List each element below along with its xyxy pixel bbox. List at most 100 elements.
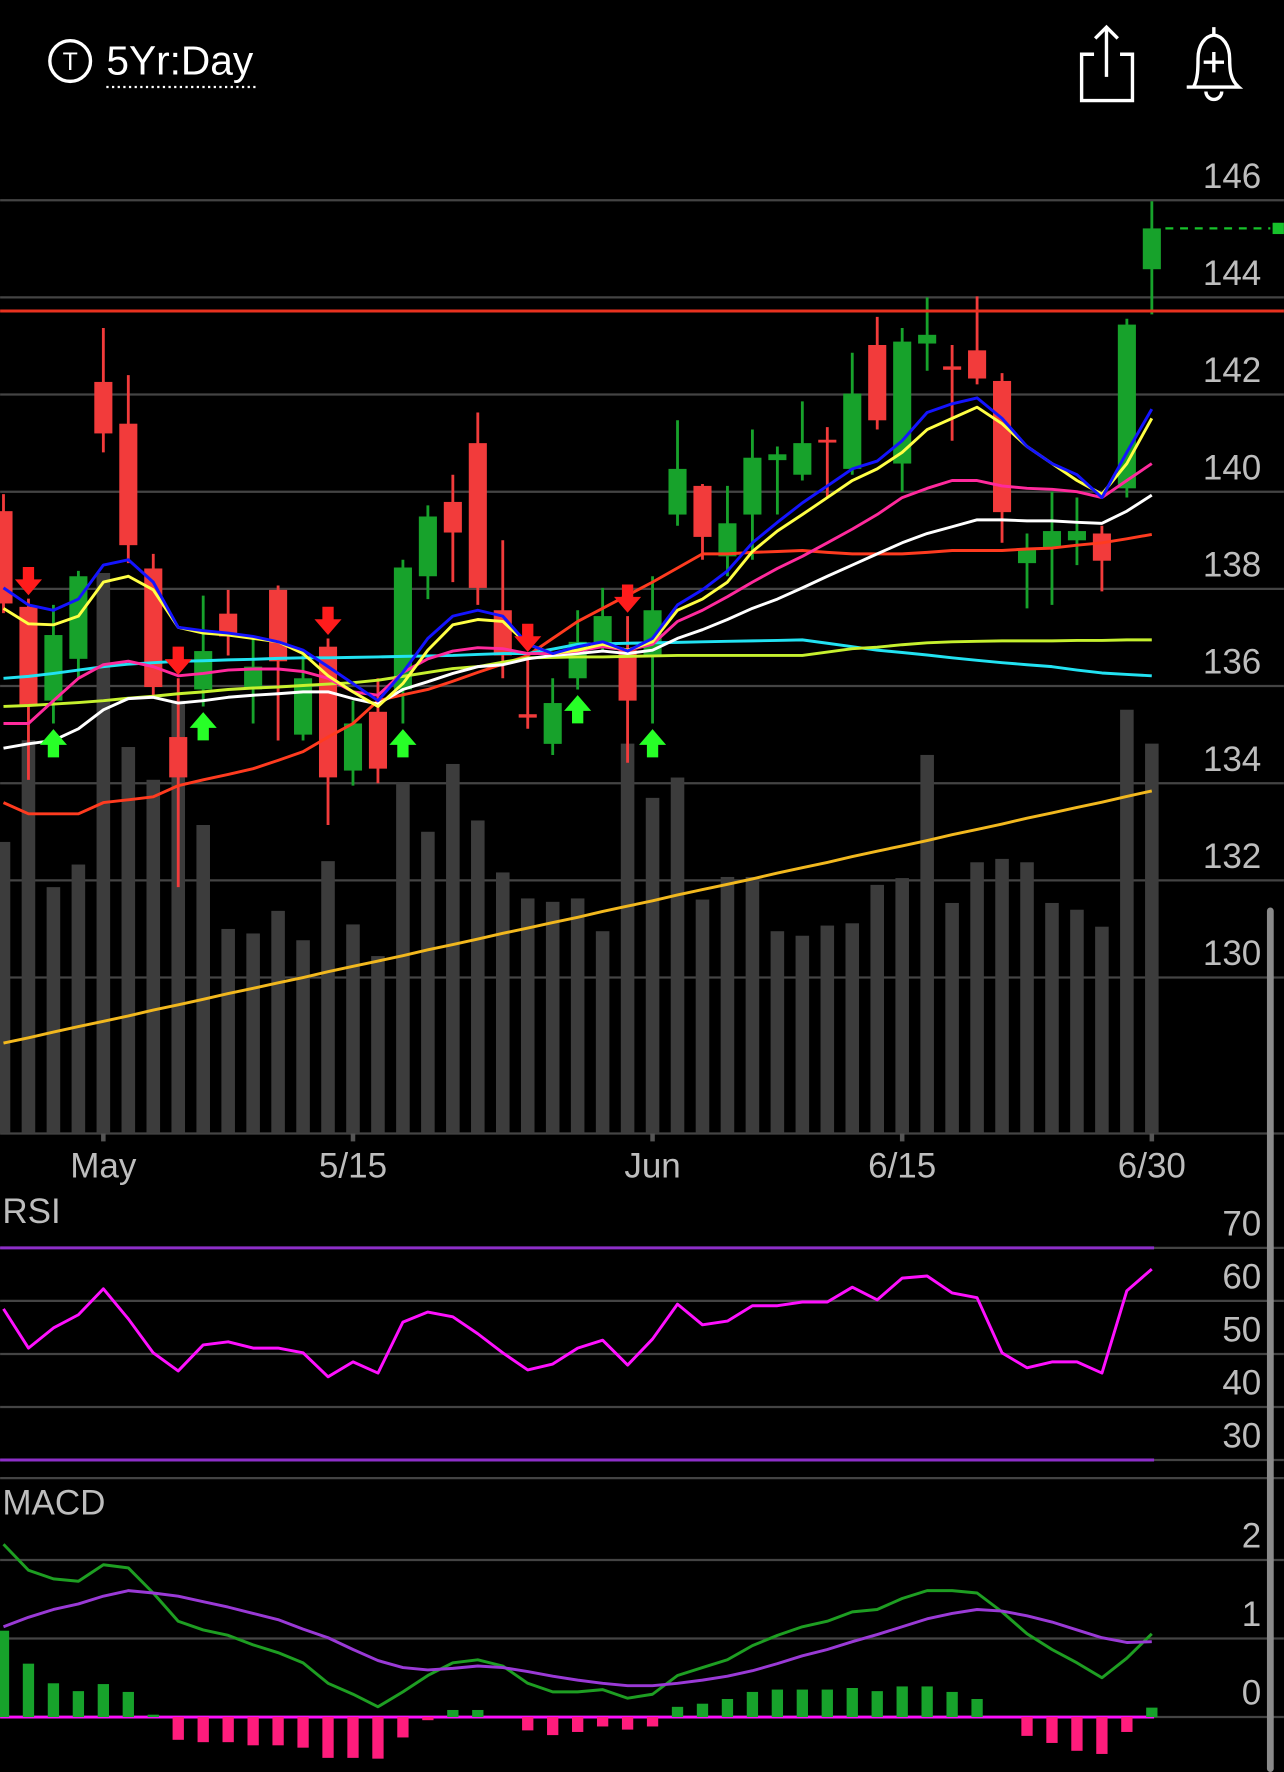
candle-body	[718, 523, 737, 557]
volume-bar	[1120, 709, 1134, 1134]
candle-body	[94, 381, 113, 434]
histogram-bar	[871, 1691, 883, 1718]
buy-arrow	[39, 729, 67, 758]
volume-bar	[570, 898, 585, 1134]
volume-bar	[371, 956, 385, 1134]
volume-bar	[1095, 926, 1109, 1134]
histogram-bar	[1121, 1717, 1133, 1732]
candle-body	[468, 443, 487, 588]
histogram-bar	[122, 1691, 134, 1718]
indicator-line	[2, 396, 1154, 703]
candle-body	[1092, 533, 1111, 561]
sell-arrow	[314, 606, 342, 636]
buy-arrow	[638, 729, 667, 758]
volume-bar	[171, 700, 186, 1134]
volume-bar	[795, 935, 810, 1134]
histogram-bar	[821, 1689, 833, 1718]
volume-bar	[645, 797, 660, 1134]
y-tick-label: 140	[1203, 448, 1261, 487]
candle-body	[0, 511, 13, 604]
histogram-bar	[372, 1717, 384, 1759]
histogram-bar	[297, 1717, 309, 1748]
volume-bar	[271, 910, 285, 1134]
share-button[interactable]	[1079, 24, 1135, 103]
last-price-marker	[1272, 222, 1284, 235]
candle-body	[1067, 531, 1086, 541]
volume-bar	[96, 572, 111, 1134]
volume-bar	[870, 884, 885, 1134]
candle-body	[19, 606, 38, 707]
volume-bar	[620, 743, 635, 1134]
share-arrow	[1093, 24, 1119, 77]
y-tick-label: 0	[1242, 1674, 1261, 1713]
histogram-bar	[946, 1691, 958, 1718]
candle-body	[818, 439, 837, 443]
candle-body	[518, 714, 537, 718]
histogram-bar	[422, 1717, 434, 1721]
panel-title: RSI	[2, 1192, 60, 1231]
candle-body	[44, 635, 63, 701]
volume-bar	[995, 858, 1009, 1134]
candle-body	[1117, 324, 1136, 489]
histogram-bar	[921, 1686, 933, 1718]
buy-arrow	[564, 695, 592, 724]
candle-body	[668, 468, 687, 515]
candle-body	[743, 457, 762, 515]
symbol-selector[interactable]: T 5Yr:Day	[48, 38, 257, 89]
volume-bar	[421, 831, 435, 1134]
histogram-bar	[272, 1717, 284, 1746]
histogram-bar	[222, 1717, 234, 1743]
candle-body	[543, 703, 562, 744]
volume-bar	[246, 933, 260, 1134]
candle-body	[843, 393, 862, 469]
volume-bar	[845, 923, 860, 1134]
indicator-line	[2, 1267, 1153, 1379]
volume-bar	[196, 824, 210, 1134]
volume-bar	[895, 878, 909, 1134]
indicator-line	[2, 1543, 1153, 1709]
y-tick-label: 136	[1203, 643, 1261, 682]
histogram-bar	[547, 1717, 559, 1736]
x-tick-label: May	[70, 1147, 137, 1186]
histogram-bar	[247, 1717, 259, 1746]
histogram-bar	[1096, 1717, 1108, 1754]
volume-bar	[296, 940, 310, 1134]
volume-bar	[71, 864, 86, 1134]
candle-body	[593, 616, 612, 645]
volume-bar	[446, 763, 460, 1134]
volume-bar	[545, 901, 560, 1134]
scrollbar[interactable]	[1266, 907, 1274, 1772]
volume-bar	[396, 783, 410, 1134]
alert-button[interactable]	[1186, 27, 1244, 102]
buy-arrow	[189, 712, 217, 741]
histogram-bar	[172, 1717, 184, 1740]
histogram-bar	[47, 1683, 60, 1718]
sell-arrow	[164, 646, 192, 675]
candle-body	[1017, 549, 1037, 564]
symbol-icon-letter: T	[63, 48, 78, 76]
indicator-line	[3, 789, 1153, 1045]
x-tick-label: 5/15	[319, 1147, 387, 1186]
volume-bar	[720, 876, 735, 1134]
volume-bar	[46, 887, 61, 1134]
share-box	[1079, 52, 1135, 103]
indicator-line	[3, 638, 1152, 708]
histogram-bar	[522, 1717, 534, 1731]
volume-bar	[21, 740, 36, 1134]
candle-body	[768, 454, 787, 461]
histogram-bar	[596, 1717, 609, 1727]
y-tick-label: 146	[1203, 157, 1261, 196]
candle-body	[993, 380, 1012, 513]
buy-arrow	[389, 729, 417, 758]
volume-bar	[595, 931, 610, 1134]
volume-bar	[121, 747, 136, 1134]
candle-body	[1042, 531, 1062, 549]
candle-body	[968, 350, 987, 379]
candle-body	[343, 723, 363, 771]
y-tick-label: 1	[1242, 1595, 1261, 1634]
y-tick-label: 142	[1203, 351, 1261, 390]
x-tick-label: 6/30	[1118, 1147, 1186, 1186]
volume-bar	[945, 902, 959, 1134]
